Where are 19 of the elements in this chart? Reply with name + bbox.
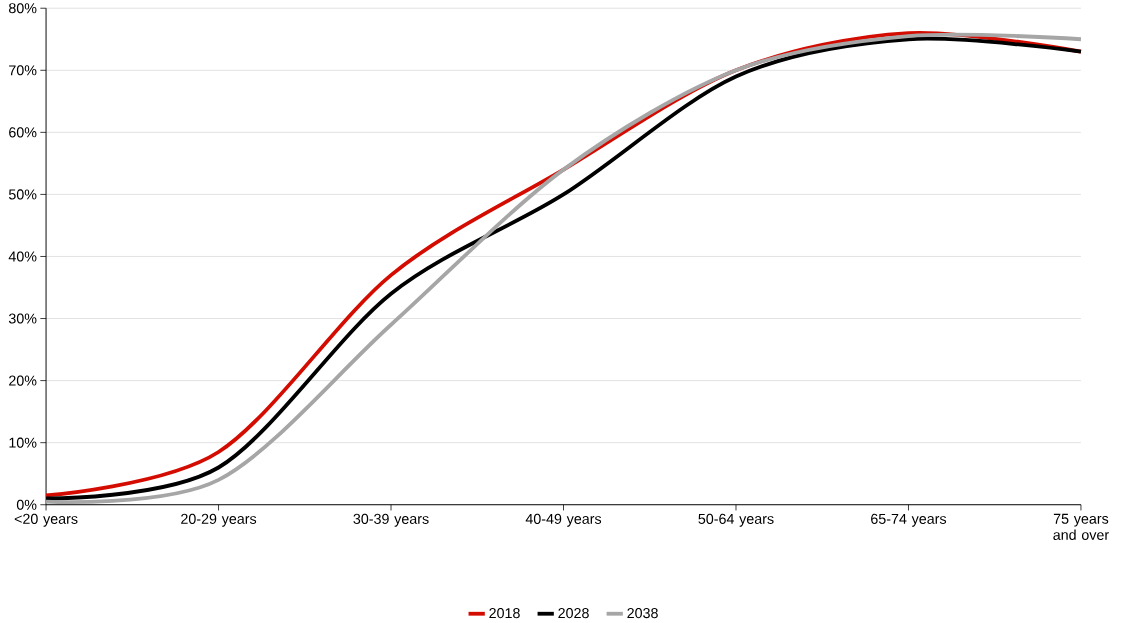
y-tick-label: 70% [9,65,37,76]
legend-label: 2028 [558,607,589,619]
y-tick-label: 60% [9,127,37,138]
y-tick-label: 30% [8,313,37,324]
x-tick-label: 65-74 years [871,513,947,527]
y-tick-label: 10% [9,437,37,448]
y-tick-label: 20% [9,375,37,386]
y-tick-label: 40% [8,251,37,262]
legend-label: 2038 [627,607,658,619]
x-tick-label: <20 years [14,513,78,527]
x-tick-label: 30-39 years [353,513,429,527]
y-tick-label: 0% [16,499,37,510]
x-tick-label: 20-29 years [181,513,257,527]
y-tick-label: 50% [8,189,37,200]
legend-label: 2018 [489,607,520,619]
x-tick-label: 40-49 years [525,513,602,527]
x-tick-label: 50-64 years [698,513,774,527]
y-tick-label: 80% [9,3,37,14]
x-tick-label: 75 years and over [1053,513,1109,540]
